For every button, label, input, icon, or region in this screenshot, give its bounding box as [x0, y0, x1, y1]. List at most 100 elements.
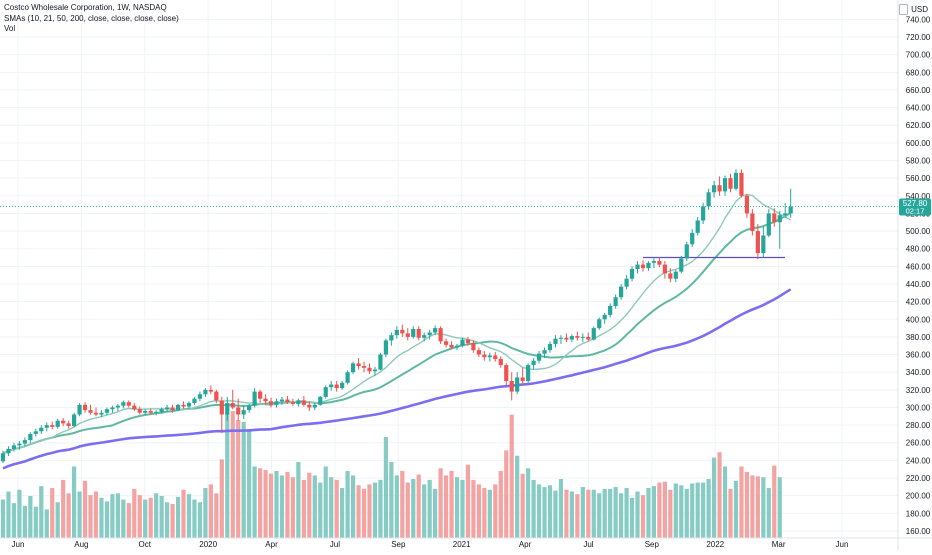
- candle-body: [143, 410, 148, 413]
- volume-bar: [148, 497, 153, 538]
- volume-bar: [701, 482, 706, 538]
- volume-bar: [39, 486, 44, 538]
- candle-body: [422, 335, 427, 338]
- sma-10-line: [2, 193, 792, 454]
- volume-bar: [285, 471, 290, 538]
- candle-body: [372, 369, 378, 372]
- candle-body: [159, 409, 164, 412]
- volume-bar: [334, 479, 339, 538]
- volume-bar: [389, 462, 394, 538]
- candle-body: [635, 264, 640, 269]
- volume-bar: [121, 499, 126, 538]
- candle-body: [668, 273, 673, 279]
- volume-bar: [208, 484, 213, 538]
- candle-body: [33, 431, 38, 434]
- price-tick-label: 580.00: [906, 157, 931, 166]
- candle-body: [564, 337, 569, 340]
- candle-body: [39, 427, 44, 432]
- candle-body: [383, 340, 388, 355]
- candle-body: [307, 404, 312, 408]
- candle-body: [82, 404, 88, 411]
- candle-body: [318, 396, 323, 405]
- candle-body: [389, 335, 394, 341]
- price-tick-label: 240.00: [906, 456, 931, 465]
- candle-body: [438, 328, 443, 342]
- price-tag-background: [899, 198, 931, 216]
- candle-body: [712, 185, 717, 193]
- volume-bar: [706, 479, 711, 538]
- candle-body: [602, 314, 607, 320]
- candle-body: [28, 433, 33, 441]
- currency-unit[interactable]: USD: [899, 4, 928, 15]
- candle-body: [345, 372, 350, 383]
- time-tick-label: 2021: [453, 540, 471, 549]
- volume-bar: [695, 482, 700, 538]
- volume-bar: [438, 468, 443, 538]
- candle-body: [755, 231, 760, 254]
- volume-bar: [340, 487, 345, 538]
- price-tick-label: 380.00: [906, 333, 931, 342]
- legend-sma-study[interactable]: SMAs (10, 21, 50, 200, close, close, clo…: [4, 13, 179, 23]
- candle-body: [356, 363, 361, 367]
- candle-body: [197, 394, 203, 399]
- candle-body: [640, 264, 646, 269]
- price-axis[interactable]: 160.00 180.00 200.00 220.00 240.00 260.00 280.…: [897, 0, 931, 550]
- candle-body: [558, 337, 564, 339]
- candle-body: [301, 400, 306, 405]
- candle-body: [586, 336, 591, 340]
- candle-body: [61, 420, 66, 424]
- candle-body: [296, 400, 301, 404]
- legend-volume-study[interactable]: Vol: [4, 24, 16, 33]
- candle-body: [701, 206, 706, 221]
- candle-body: [498, 358, 503, 366]
- volume-bar: [728, 488, 733, 538]
- legend-symbol-title[interactable]: Costco Wholesale Corporation, 1W, NASDAQ: [4, 3, 167, 12]
- candle-body: [11, 445, 17, 449]
- candle-body: [312, 404, 317, 408]
- candle-body: [504, 365, 509, 382]
- volume-bar: [11, 503, 17, 538]
- candle-body: [137, 409, 142, 413]
- volume-bar: [301, 479, 306, 538]
- candle-body: [679, 258, 684, 272]
- volume-bar: [22, 505, 27, 538]
- chart-legend: Costco Wholesale Corporation, 1W, NASDAQ…: [4, 3, 179, 35]
- volume-bar: [6, 491, 11, 538]
- candle-body: [279, 399, 285, 402]
- volume-bar: [192, 499, 197, 538]
- candle-body: [110, 407, 115, 410]
- volume-bar: [268, 473, 274, 538]
- candle-body: [619, 286, 624, 298]
- candle-body: [728, 178, 733, 189]
- currency-label: USD: [911, 5, 928, 14]
- candle-body: [263, 398, 268, 402]
- volume-bar: [367, 484, 372, 538]
- volume-bar: [214, 493, 219, 538]
- volume-bar: [629, 497, 635, 538]
- time-axis[interactable]: Jun Aug Oct 2020 Apr Jul Sep 2021 Apr Jul Sep 2022 M…: [0, 537, 932, 549]
- volume-bar: [657, 482, 662, 538]
- volume-bar: [17, 489, 22, 538]
- volume-bar: [471, 479, 476, 538]
- candle-body: [783, 213, 788, 216]
- price-tick-label: 400.00: [906, 315, 931, 324]
- candle-body: [460, 339, 465, 346]
- volume-bar: [422, 484, 427, 538]
- candle-body: [93, 412, 99, 415]
- candle-body: [717, 185, 722, 192]
- volume-bar: [350, 475, 356, 538]
- time-tick-label: Aug: [74, 540, 88, 549]
- volume-bar: [247, 428, 252, 538]
- volume-bar: [564, 489, 569, 538]
- candle-body: [268, 401, 274, 405]
- volume-bar: [219, 459, 224, 538]
- candle-body: [515, 377, 520, 392]
- volume-bar: [0, 499, 6, 538]
- volume-bar: [154, 493, 159, 538]
- candle-body: [788, 206, 793, 214]
- candle-body: [449, 344, 454, 348]
- volume-bar: [635, 491, 640, 538]
- price-tick-label: 300.00: [906, 403, 931, 412]
